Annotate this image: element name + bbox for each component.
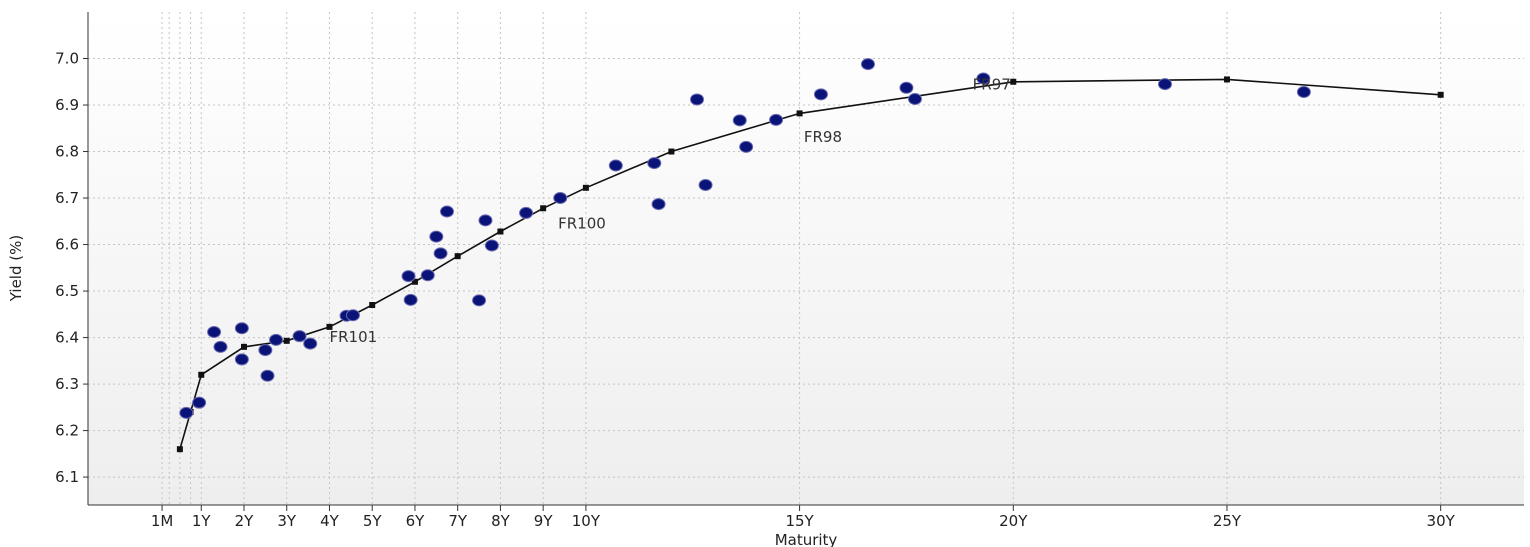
- x-tick-label: 6Y: [406, 512, 426, 530]
- bond-point[interactable]: [420, 269, 435, 282]
- bond-label-fr97: FR97: [973, 76, 1011, 94]
- bond-point[interactable]: [860, 58, 875, 71]
- bond-point[interactable]: [899, 81, 914, 94]
- bond-point[interactable]: [1158, 78, 1172, 91]
- bond-point[interactable]: [739, 140, 754, 153]
- y-tick-label: 6.9: [55, 96, 79, 114]
- bond-point[interactable]: [401, 270, 416, 283]
- curve-node-marker: [1010, 78, 1017, 85]
- bond-point[interactable]: [769, 113, 784, 126]
- x-tick-label: 10Y: [572, 512, 601, 530]
- bond-point[interactable]: [690, 93, 705, 106]
- bond-point[interactable]: [698, 179, 713, 192]
- bond-label-fr98: FR98: [804, 128, 842, 146]
- x-tick-label: 15Y: [785, 512, 814, 530]
- bond-point[interactable]: [608, 159, 623, 172]
- bond-point[interactable]: [207, 325, 222, 338]
- bond-point[interactable]: [429, 230, 444, 243]
- x-tick-label: 25Y: [1213, 512, 1242, 530]
- curve-node-marker: [176, 446, 183, 453]
- curve-node-marker: [411, 278, 418, 285]
- bond-points: [179, 58, 1311, 419]
- y-tick-label: 7.0: [55, 50, 79, 68]
- bond-point[interactable]: [292, 330, 307, 343]
- curve-node-marker: [283, 337, 290, 344]
- curve-node-marker: [497, 228, 504, 235]
- plot-background: [88, 12, 1524, 505]
- bond-point[interactable]: [179, 406, 194, 419]
- bond-label-fr101: FR101: [329, 328, 377, 346]
- curve-node-marker: [326, 323, 333, 330]
- x-tick-label: 1Y: [192, 512, 212, 530]
- bond-point[interactable]: [813, 88, 828, 101]
- bond-point[interactable]: [234, 322, 249, 335]
- x-tick-label: 5Y: [363, 512, 383, 530]
- bond-point[interactable]: [403, 293, 418, 306]
- bond-point[interactable]: [192, 396, 207, 409]
- grid-lines: [88, 12, 1524, 505]
- curve-node-marker: [796, 110, 803, 117]
- bond-point[interactable]: [478, 214, 493, 227]
- y-tick-label: 6.8: [55, 143, 79, 161]
- bond-point[interactable]: [303, 337, 318, 350]
- y-tick-label: 6.3: [55, 375, 79, 393]
- bond-point[interactable]: [472, 294, 487, 307]
- x-tick-label: 9Y: [534, 512, 554, 530]
- y-tick-label: 6.6: [55, 236, 79, 254]
- x-tick-label: 7Y: [448, 512, 468, 530]
- curve-node-marker: [240, 343, 247, 350]
- bond-point[interactable]: [553, 192, 568, 205]
- curve-node-marker: [540, 205, 547, 212]
- y-tick-label: 6.5: [55, 282, 79, 300]
- bond-point[interactable]: [484, 239, 499, 252]
- bond-point[interactable]: [213, 340, 228, 353]
- x-tick-label: 4Y: [320, 512, 340, 530]
- bond-point[interactable]: [519, 206, 534, 219]
- bond-point[interactable]: [258, 344, 273, 357]
- bond-labels: FR101 FR100 FR98 FR97: [329, 76, 1010, 347]
- bond-point[interactable]: [732, 114, 747, 127]
- x-axis-title: Maturity: [775, 531, 838, 547]
- bond-point[interactable]: [234, 353, 249, 366]
- x-tick-label: 1M: [151, 512, 174, 530]
- bond-point[interactable]: [651, 198, 666, 211]
- bond-point[interactable]: [345, 309, 360, 322]
- y-axis-ticks: 6.1 6.2 6.3 6.4 6.5 6.6 6.7 6.8 6.9 7.0: [55, 50, 88, 486]
- bond-label-fr100: FR100: [558, 214, 606, 232]
- bond-point[interactable]: [1296, 85, 1311, 98]
- curve-node-marker: [1437, 91, 1444, 98]
- x-tick-label: 8Y: [491, 512, 511, 530]
- x-axis-ticks: 1M 1Y 2Y 3Y 4Y 5Y 6Y 7Y 8Y 9Y 10Y 15Y 20Y 25Y 30Y: [151, 505, 1456, 530]
- bond-point[interactable]: [440, 205, 454, 218]
- bond-point[interactable]: [907, 92, 922, 105]
- curve-node-marker: [668, 148, 675, 155]
- curve-node-marker: [369, 302, 376, 309]
- curve-node-marker: [582, 184, 589, 191]
- bond-point[interactable]: [260, 369, 275, 382]
- x-tick-label: 20Y: [999, 512, 1028, 530]
- y-tick-label: 6.2: [55, 422, 79, 440]
- x-tick-label: 2Y: [235, 512, 255, 530]
- x-tick-label: 30Y: [1427, 512, 1456, 530]
- curve-node-marker: [198, 371, 205, 378]
- y-tick-label: 6.4: [55, 329, 79, 347]
- y-tick-label: 6.7: [55, 189, 79, 207]
- x-tick-label: 3Y: [277, 512, 297, 530]
- bond-point[interactable]: [976, 72, 991, 85]
- curve-node-marker: [1223, 76, 1230, 83]
- curve-node-marker: [454, 253, 461, 260]
- y-axis-title: Yield (%): [7, 235, 25, 302]
- bond-point[interactable]: [433, 247, 448, 260]
- bond-point[interactable]: [647, 157, 662, 170]
- y-tick-label: 6.1: [55, 468, 79, 486]
- bond-point[interactable]: [269, 333, 284, 346]
